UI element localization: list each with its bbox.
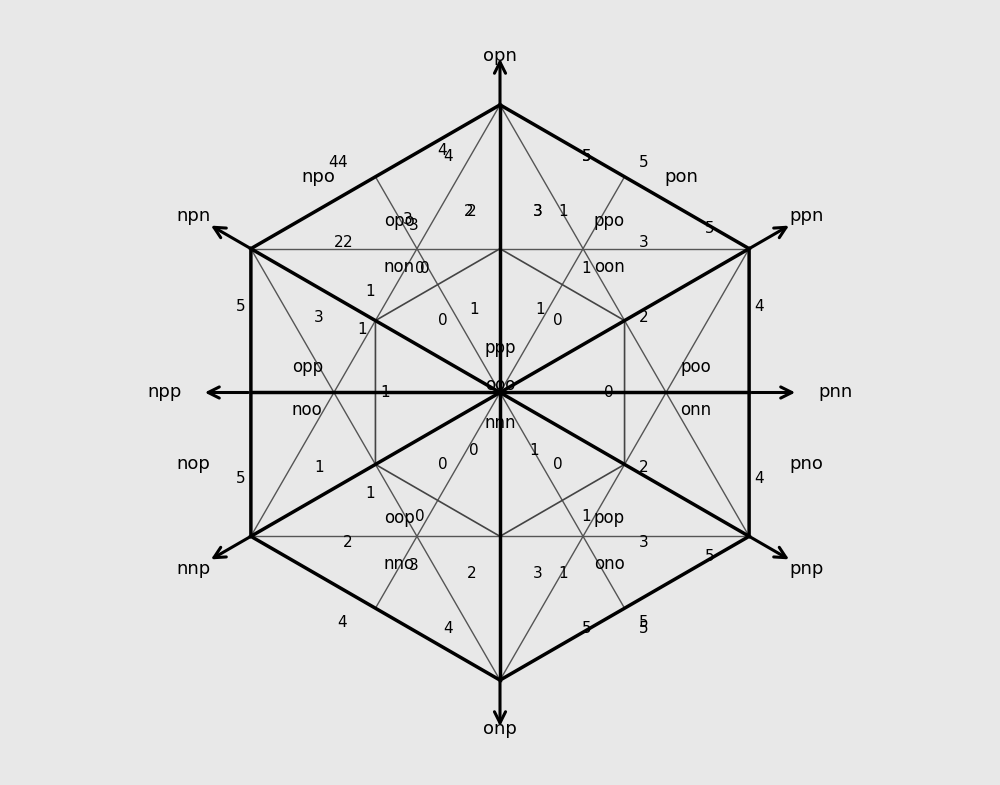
Text: 4: 4 xyxy=(754,299,764,314)
Text: 1: 1 xyxy=(366,284,375,299)
Text: 5: 5 xyxy=(639,615,649,630)
Text: 5: 5 xyxy=(705,549,715,564)
Text: 0: 0 xyxy=(469,443,479,458)
Text: 1: 1 xyxy=(380,385,390,400)
Text: 4: 4 xyxy=(337,615,347,630)
Text: pnn: pnn xyxy=(818,384,852,401)
Text: pnp: pnp xyxy=(789,560,824,579)
Text: 2: 2 xyxy=(639,310,649,325)
Text: 3: 3 xyxy=(533,204,542,219)
Text: nnn: nnn xyxy=(484,414,516,432)
Text: pno: pno xyxy=(789,455,823,473)
Text: 5: 5 xyxy=(581,621,591,636)
Text: ono: ono xyxy=(594,555,625,572)
Text: 4: 4 xyxy=(443,149,453,164)
Text: poo: poo xyxy=(680,358,711,375)
Text: 2: 2 xyxy=(343,236,352,250)
Text: 3: 3 xyxy=(403,213,413,228)
Text: noo: noo xyxy=(292,401,323,418)
Text: 1: 1 xyxy=(314,460,324,475)
Text: 1: 1 xyxy=(530,443,539,458)
Text: 3: 3 xyxy=(639,535,649,550)
Text: 3: 3 xyxy=(639,236,649,250)
Text: 4: 4 xyxy=(443,621,453,636)
Text: 1: 1 xyxy=(469,301,479,316)
Text: pon: pon xyxy=(665,168,699,186)
Text: npo: npo xyxy=(301,168,335,186)
Text: nno: nno xyxy=(384,555,415,572)
Text: opn: opn xyxy=(483,46,517,64)
Text: 1: 1 xyxy=(558,566,568,581)
Text: 2: 2 xyxy=(466,566,476,581)
Text: 0: 0 xyxy=(420,261,430,276)
Text: 0: 0 xyxy=(438,457,447,472)
Text: 5: 5 xyxy=(236,299,246,314)
Text: nop: nop xyxy=(177,455,211,473)
Text: 0: 0 xyxy=(604,385,614,400)
Text: 5: 5 xyxy=(236,471,246,486)
Text: npp: npp xyxy=(147,384,182,401)
Text: ppo: ppo xyxy=(594,213,625,230)
Text: npn: npn xyxy=(176,206,211,225)
Text: nnp: nnp xyxy=(176,560,211,579)
Text: 2: 2 xyxy=(466,204,476,219)
Text: 0: 0 xyxy=(415,261,424,276)
Text: 1: 1 xyxy=(581,261,591,276)
Text: 3: 3 xyxy=(314,310,324,325)
Text: 3: 3 xyxy=(409,218,419,233)
Text: 1: 1 xyxy=(558,204,568,219)
Text: 2: 2 xyxy=(334,236,344,250)
Text: onn: onn xyxy=(680,401,711,418)
Text: 1: 1 xyxy=(535,301,545,316)
Text: ppp: ppp xyxy=(484,339,516,357)
Text: 5: 5 xyxy=(581,149,591,164)
Text: 2: 2 xyxy=(343,535,352,550)
Text: 5: 5 xyxy=(581,149,591,164)
Text: ppn: ppn xyxy=(789,206,824,225)
Text: oop: oop xyxy=(384,509,415,527)
Text: 5: 5 xyxy=(639,155,649,170)
Text: 0: 0 xyxy=(415,509,424,524)
Text: 1: 1 xyxy=(357,322,367,337)
Text: pop: pop xyxy=(594,509,625,527)
Text: opp: opp xyxy=(292,358,323,375)
Text: 1: 1 xyxy=(366,486,375,501)
Text: 0: 0 xyxy=(438,313,447,328)
Text: 3: 3 xyxy=(533,566,542,581)
Text: 0: 0 xyxy=(553,457,562,472)
Text: 4: 4 xyxy=(328,155,338,170)
Text: opo: opo xyxy=(384,213,415,230)
Text: 5: 5 xyxy=(705,221,715,236)
Text: 0: 0 xyxy=(553,313,562,328)
Text: non: non xyxy=(384,258,415,276)
Text: 4: 4 xyxy=(754,471,764,486)
Text: ooo: ooo xyxy=(485,376,515,394)
Text: 3: 3 xyxy=(409,557,419,572)
Text: 4: 4 xyxy=(337,155,347,170)
Text: 1: 1 xyxy=(581,509,591,524)
Text: oon: oon xyxy=(594,258,625,276)
Text: onp: onp xyxy=(483,721,517,739)
Text: 5: 5 xyxy=(639,621,649,636)
Text: 3: 3 xyxy=(533,204,542,219)
Text: 4: 4 xyxy=(438,144,447,159)
Text: 2: 2 xyxy=(464,204,473,219)
Text: 2: 2 xyxy=(639,460,649,475)
